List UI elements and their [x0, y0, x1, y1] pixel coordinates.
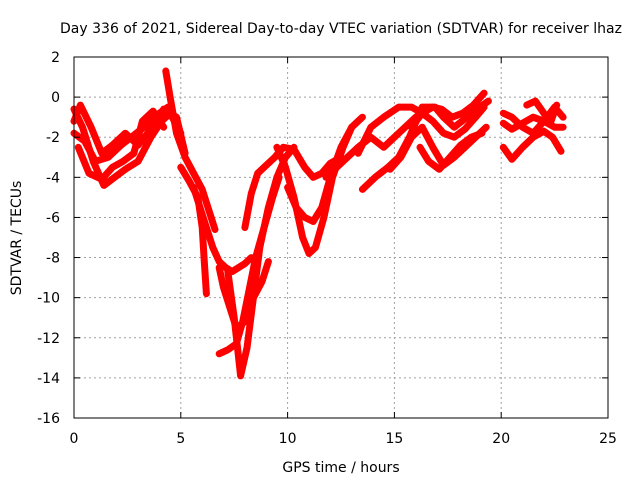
y-tick-label: 0 [51, 90, 60, 106]
chart-title: Day 336 of 2021, Sidereal Day-to-day VTE… [60, 21, 622, 37]
series-track-10 [224, 143, 298, 380]
series-track-19 [416, 129, 486, 173]
series-track-3 [70, 105, 185, 189]
y-tick-label: 2 [51, 50, 60, 66]
series-track-11 [241, 143, 345, 231]
y-tick-label: -10 [37, 291, 60, 307]
y-axis-label: SDTVAR / TECUs [9, 181, 25, 296]
y-tick-label: -8 [46, 251, 60, 267]
x-tick-label: 15 [385, 431, 403, 447]
y-tick-label: -2 [46, 130, 60, 146]
y-tick-label: -4 [46, 170, 60, 186]
series-track-13 [284, 113, 366, 225]
series-track-20 [499, 127, 565, 163]
x-tick-label: 20 [492, 431, 510, 447]
x-tick-label: 5 [176, 431, 185, 447]
x-tick-label: 10 [279, 431, 297, 447]
series-track-22 [499, 113, 567, 133]
series-track-5 [162, 67, 219, 233]
x-tick-label: 0 [70, 431, 79, 447]
series-track-15 [354, 103, 488, 157]
series-track-4 [74, 107, 168, 183]
x-axis-label: GPS time / hours [282, 460, 399, 476]
x-tick-label: 25 [599, 431, 617, 447]
series-track-7 [190, 183, 255, 276]
series-track-18 [408, 89, 488, 131]
axis-ticks [73, 56, 609, 419]
series-track-14 [322, 105, 430, 181]
x-tick-labels: 0 5 10 15 20 25 [70, 431, 617, 447]
series-track-23 [523, 97, 561, 127]
grid [74, 57, 608, 418]
y-tick-label: -12 [37, 331, 60, 347]
y-tick-label: -6 [46, 210, 60, 226]
y-tick-labels: 2 0 -2 -4 -6 -8 -10 -12 -14 -16 [37, 50, 60, 427]
plot-area [70, 67, 567, 380]
y-tick-label: -14 [37, 371, 60, 387]
plot-frame [73, 56, 609, 419]
y-tick-label: -16 [37, 411, 60, 427]
